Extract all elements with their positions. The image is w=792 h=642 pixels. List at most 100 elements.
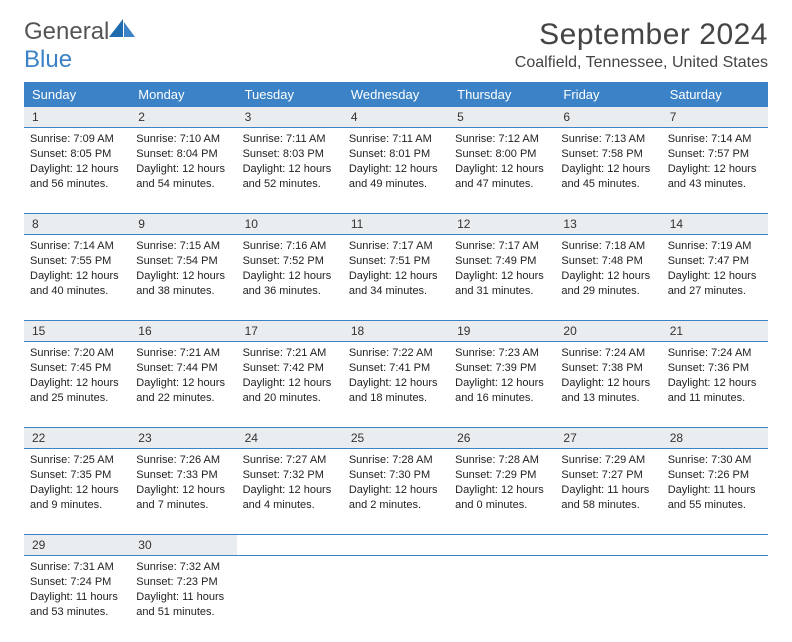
day-number-cell (662, 535, 768, 556)
day-detail-cell: Sunrise: 7:17 AMSunset: 7:51 PMDaylight:… (343, 235, 449, 321)
day-number-cell: 23 (130, 428, 236, 449)
day-detail-cell: Sunrise: 7:20 AMSunset: 7:45 PMDaylight:… (24, 342, 130, 428)
day-number-cell: 11 (343, 214, 449, 235)
day-detail-text: Sunrise: 7:15 AMSunset: 7:54 PMDaylight:… (136, 237, 230, 298)
day-detail-text: Sunrise: 7:10 AMSunset: 8:04 PMDaylight:… (136, 130, 230, 191)
day-detail-cell: Sunrise: 7:14 AMSunset: 7:55 PMDaylight:… (24, 235, 130, 321)
day-number-cell: 19 (449, 321, 555, 342)
day-number-cell: 25 (343, 428, 449, 449)
weekday-header: Thursday (449, 82, 555, 107)
day-detail-text: Sunrise: 7:21 AMSunset: 7:42 PMDaylight:… (243, 344, 337, 405)
day-detail-text: Sunrise: 7:27 AMSunset: 7:32 PMDaylight:… (243, 451, 337, 512)
day-number-row: 891011121314 (24, 214, 768, 235)
day-detail-text: Sunrise: 7:14 AMSunset: 7:57 PMDaylight:… (668, 130, 762, 191)
day-detail-cell: Sunrise: 7:11 AMSunset: 8:03 PMDaylight:… (237, 128, 343, 214)
day-detail-text: Sunrise: 7:26 AMSunset: 7:33 PMDaylight:… (136, 451, 230, 512)
day-detail-text: Sunrise: 7:25 AMSunset: 7:35 PMDaylight:… (30, 451, 124, 512)
day-detail-row: Sunrise: 7:09 AMSunset: 8:05 PMDaylight:… (24, 128, 768, 214)
brand-part1: General (24, 18, 109, 45)
day-number-cell: 3 (237, 107, 343, 128)
brand-sail-icon (109, 19, 135, 39)
day-detail-cell: Sunrise: 7:17 AMSunset: 7:49 PMDaylight:… (449, 235, 555, 321)
day-detail-cell: Sunrise: 7:11 AMSunset: 8:01 PMDaylight:… (343, 128, 449, 214)
day-number-row: 22232425262728 (24, 428, 768, 449)
day-detail-cell: Sunrise: 7:23 AMSunset: 7:39 PMDaylight:… (449, 342, 555, 428)
day-detail-cell: Sunrise: 7:16 AMSunset: 7:52 PMDaylight:… (237, 235, 343, 321)
day-detail-cell: Sunrise: 7:30 AMSunset: 7:26 PMDaylight:… (662, 449, 768, 535)
brand-part2: Blue (24, 46, 72, 73)
day-number-row: 2930 (24, 535, 768, 556)
day-detail-cell: Sunrise: 7:28 AMSunset: 7:29 PMDaylight:… (449, 449, 555, 535)
month-title: September 2024 (515, 18, 768, 52)
day-detail-cell: Sunrise: 7:27 AMSunset: 7:32 PMDaylight:… (237, 449, 343, 535)
calendar-body: 1234567Sunrise: 7:09 AMSunset: 8:05 PMDa… (24, 107, 768, 642)
day-number-cell: 14 (662, 214, 768, 235)
page-header: GeneralBlue September 2024 Coalfield, Te… (24, 18, 768, 74)
day-number-row: 1234567 (24, 107, 768, 128)
day-detail-text: Sunrise: 7:29 AMSunset: 7:27 PMDaylight:… (561, 451, 655, 512)
day-number-cell: 30 (130, 535, 236, 556)
day-number-cell: 16 (130, 321, 236, 342)
location-text: Coalfield, Tennessee, United States (515, 54, 768, 72)
day-number-cell: 1 (24, 107, 130, 128)
day-number-cell: 12 (449, 214, 555, 235)
calendar-table: Sunday Monday Tuesday Wednesday Thursday… (24, 82, 768, 642)
day-detail-cell: Sunrise: 7:21 AMSunset: 7:42 PMDaylight:… (237, 342, 343, 428)
day-number-cell (343, 535, 449, 556)
day-detail-row: Sunrise: 7:14 AMSunset: 7:55 PMDaylight:… (24, 235, 768, 321)
day-detail-row: Sunrise: 7:20 AMSunset: 7:45 PMDaylight:… (24, 342, 768, 428)
day-detail-text: Sunrise: 7:30 AMSunset: 7:26 PMDaylight:… (668, 451, 762, 512)
day-detail-text: Sunrise: 7:16 AMSunset: 7:52 PMDaylight:… (243, 237, 337, 298)
day-number-cell: 10 (237, 214, 343, 235)
day-detail-text: Sunrise: 7:17 AMSunset: 7:51 PMDaylight:… (349, 237, 443, 298)
day-detail-text: Sunrise: 7:28 AMSunset: 7:30 PMDaylight:… (349, 451, 443, 512)
day-number-cell: 13 (555, 214, 661, 235)
day-detail-row: Sunrise: 7:25 AMSunset: 7:35 PMDaylight:… (24, 449, 768, 535)
day-number-cell: 27 (555, 428, 661, 449)
day-number-cell: 28 (662, 428, 768, 449)
day-detail-text: Sunrise: 7:17 AMSunset: 7:49 PMDaylight:… (455, 237, 549, 298)
day-detail-text: Sunrise: 7:20 AMSunset: 7:45 PMDaylight:… (30, 344, 124, 405)
day-number-cell: 8 (24, 214, 130, 235)
day-number-cell: 6 (555, 107, 661, 128)
day-detail-cell: Sunrise: 7:21 AMSunset: 7:44 PMDaylight:… (130, 342, 236, 428)
day-detail-cell: Sunrise: 7:25 AMSunset: 7:35 PMDaylight:… (24, 449, 130, 535)
day-number-cell: 18 (343, 321, 449, 342)
weekday-header-row: Sunday Monday Tuesday Wednesday Thursday… (24, 82, 768, 107)
header-right: September 2024 Coalfield, Tennessee, Uni… (515, 18, 768, 72)
day-detail-cell: Sunrise: 7:32 AMSunset: 7:23 PMDaylight:… (130, 556, 236, 642)
day-detail-text: Sunrise: 7:21 AMSunset: 7:44 PMDaylight:… (136, 344, 230, 405)
weekday-header: Monday (130, 82, 236, 107)
day-detail-cell (449, 556, 555, 642)
day-detail-cell: Sunrise: 7:18 AMSunset: 7:48 PMDaylight:… (555, 235, 661, 321)
day-detail-cell: Sunrise: 7:12 AMSunset: 8:00 PMDaylight:… (449, 128, 555, 214)
day-detail-text: Sunrise: 7:09 AMSunset: 8:05 PMDaylight:… (30, 130, 124, 191)
day-detail-cell: Sunrise: 7:26 AMSunset: 7:33 PMDaylight:… (130, 449, 236, 535)
day-number-row: 15161718192021 (24, 321, 768, 342)
brand-logo: GeneralBlue (24, 18, 135, 74)
day-detail-text: Sunrise: 7:14 AMSunset: 7:55 PMDaylight:… (30, 237, 124, 298)
weekday-header: Friday (555, 82, 661, 107)
day-number-cell: 17 (237, 321, 343, 342)
day-detail-cell: Sunrise: 7:31 AMSunset: 7:24 PMDaylight:… (24, 556, 130, 642)
day-detail-text: Sunrise: 7:11 AMSunset: 8:01 PMDaylight:… (349, 130, 443, 191)
day-detail-row: Sunrise: 7:31 AMSunset: 7:24 PMDaylight:… (24, 556, 768, 642)
day-detail-cell: Sunrise: 7:24 AMSunset: 7:38 PMDaylight:… (555, 342, 661, 428)
day-detail-text: Sunrise: 7:24 AMSunset: 7:38 PMDaylight:… (561, 344, 655, 405)
weekday-header: Sunday (24, 82, 130, 107)
day-number-cell: 5 (449, 107, 555, 128)
day-number-cell: 24 (237, 428, 343, 449)
day-number-cell (555, 535, 661, 556)
day-number-cell (237, 535, 343, 556)
day-detail-text: Sunrise: 7:19 AMSunset: 7:47 PMDaylight:… (668, 237, 762, 298)
day-detail-cell: Sunrise: 7:28 AMSunset: 7:30 PMDaylight:… (343, 449, 449, 535)
day-number-cell: 20 (555, 321, 661, 342)
day-detail-cell (555, 556, 661, 642)
day-detail-cell: Sunrise: 7:29 AMSunset: 7:27 PMDaylight:… (555, 449, 661, 535)
day-detail-text: Sunrise: 7:13 AMSunset: 7:58 PMDaylight:… (561, 130, 655, 191)
day-detail-cell (237, 556, 343, 642)
weekday-header: Wednesday (343, 82, 449, 107)
day-detail-cell: Sunrise: 7:24 AMSunset: 7:36 PMDaylight:… (662, 342, 768, 428)
day-detail-text: Sunrise: 7:28 AMSunset: 7:29 PMDaylight:… (455, 451, 549, 512)
day-detail-cell: Sunrise: 7:09 AMSunset: 8:05 PMDaylight:… (24, 128, 130, 214)
